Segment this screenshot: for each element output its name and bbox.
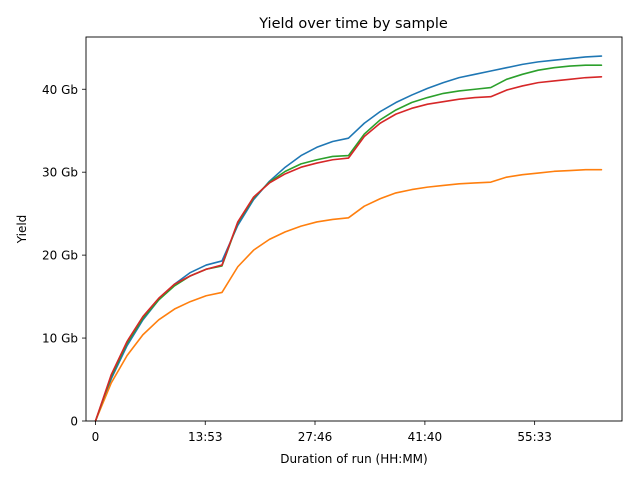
x-tick-label: 13:53	[188, 430, 223, 444]
x-tick-label: 0	[92, 430, 100, 444]
y-axis-label: Yield	[15, 215, 29, 245]
x-tick-label: 55:33	[517, 430, 552, 444]
series-line-3	[94, 64, 603, 422]
y-tick-label: 30 Gb	[42, 166, 78, 180]
y-tick-label: 20 Gb	[42, 249, 78, 263]
series-line-2	[94, 168, 603, 422]
x-axis-label: Duration of run (HH:MM)	[280, 452, 427, 466]
x-axis: 0 13:53 27:46 41:40 55:33	[92, 421, 552, 444]
y-tick-label: 40 Gb	[42, 83, 78, 97]
x-tick-label: 27:46	[298, 430, 333, 444]
chart-title: Yield over time by sample	[258, 16, 448, 32]
series-line-1	[94, 55, 603, 422]
x-tick-label: 41:40	[408, 430, 443, 444]
y-tick-label: 10 Gb	[42, 332, 78, 346]
series-line-4	[94, 76, 603, 422]
plot-lines	[94, 55, 603, 422]
plot-frame	[85, 36, 623, 422]
y-tick-label: 0	[70, 415, 78, 429]
y-axis: 0 10 Gb 20 Gb 30 Gb 40 Gb	[42, 83, 86, 429]
